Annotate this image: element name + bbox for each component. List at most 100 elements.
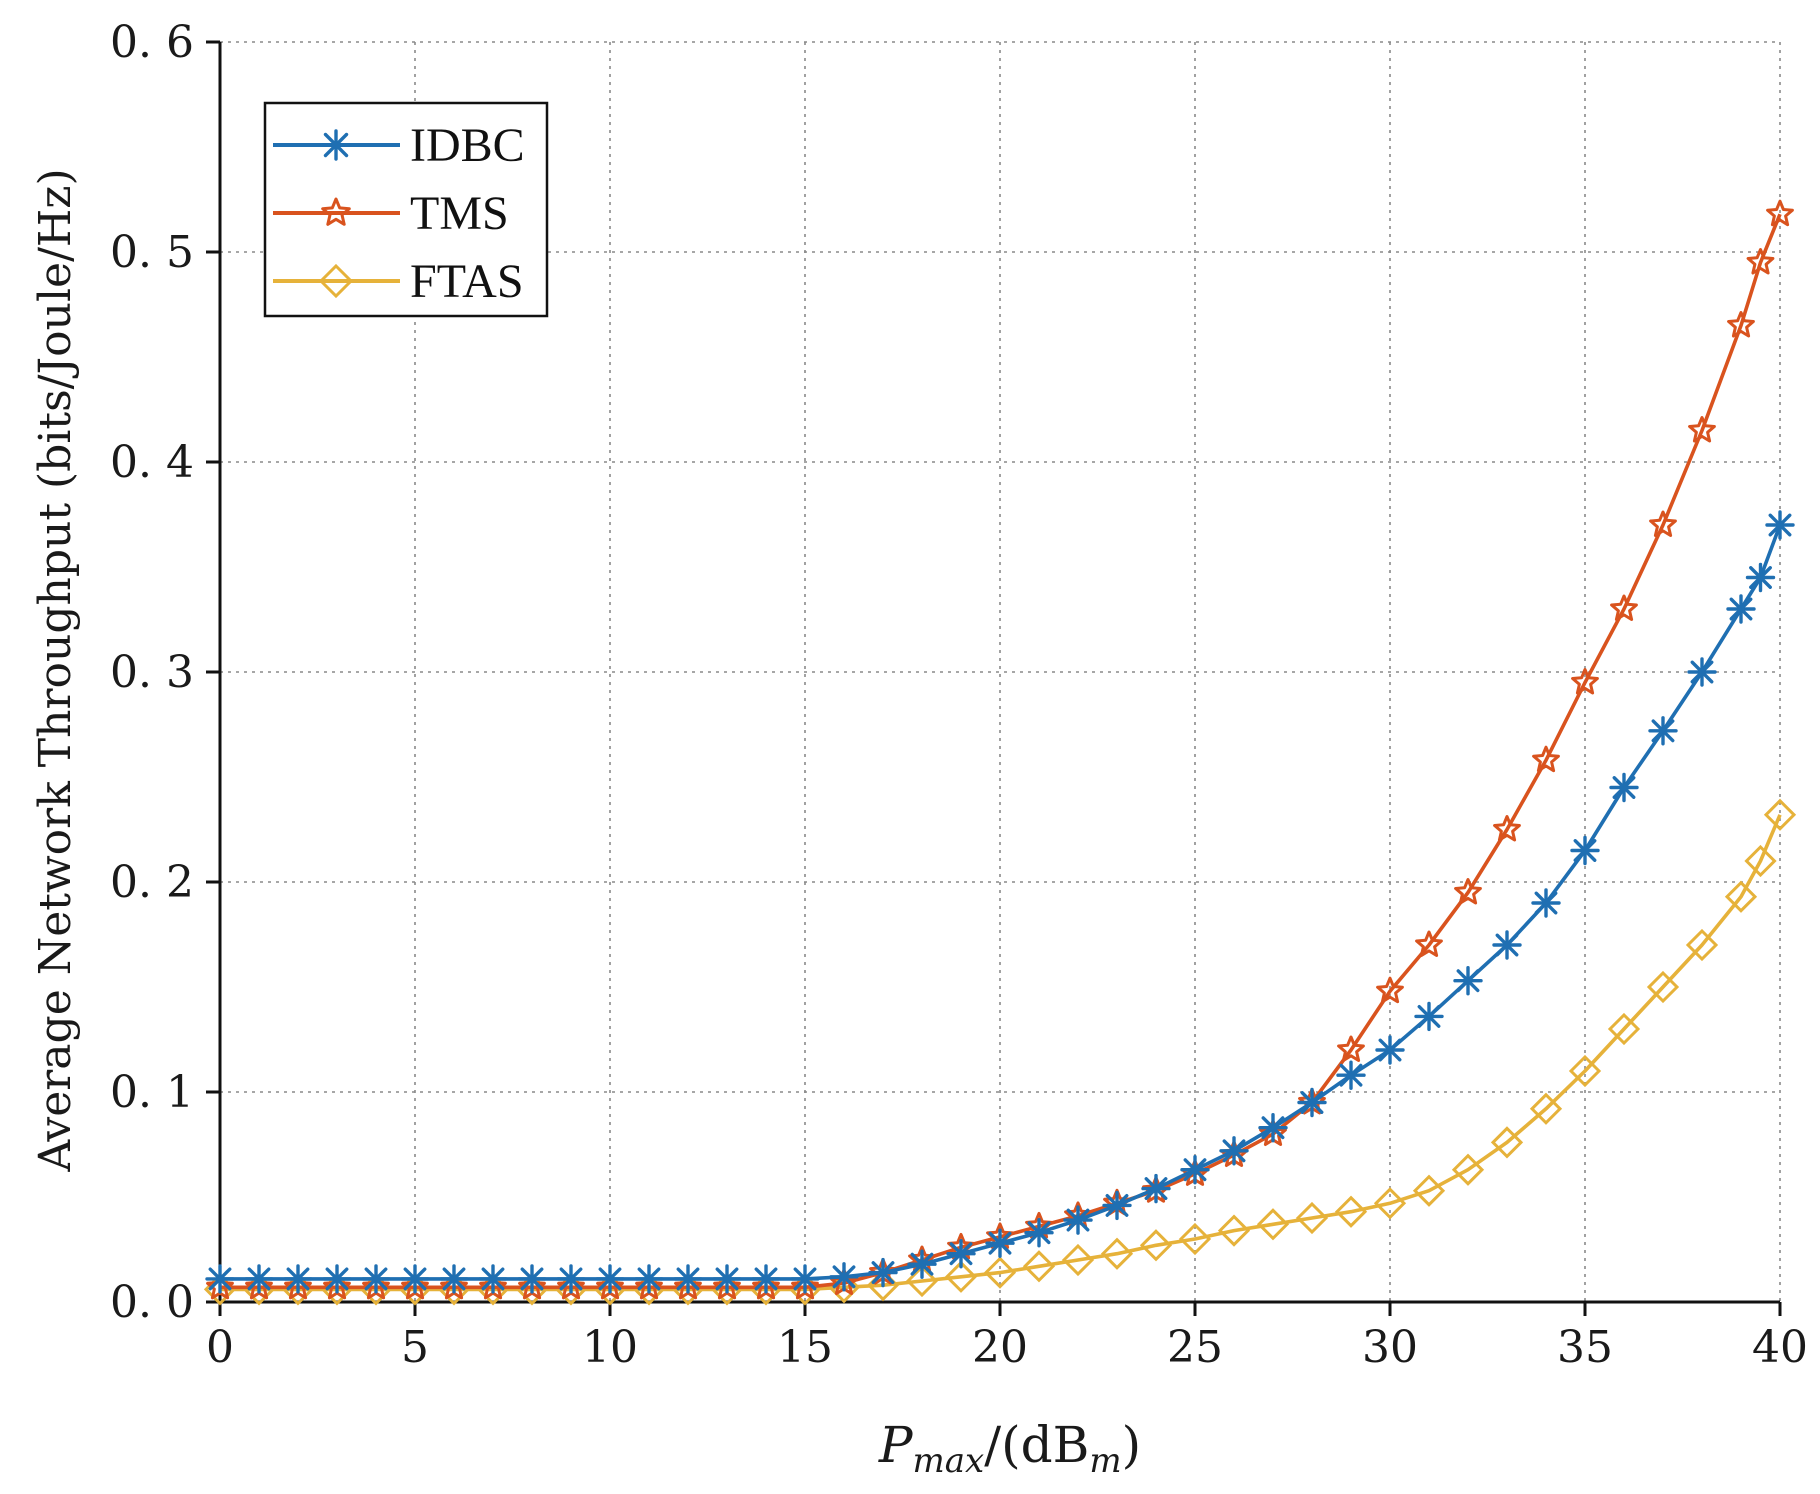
x-tick-label: 20 (972, 1322, 1028, 1373)
legend: IDBC TMS FTAS (263, 101, 549, 318)
data-point-idbc (907, 1249, 937, 1279)
data-point-ftas (1412, 1174, 1446, 1207)
data-point-tms (1688, 416, 1716, 443)
data-point-ftas (1724, 880, 1758, 913)
data-point-idbc (595, 1264, 625, 1294)
data-point-idbc (205, 1264, 235, 1294)
series-layer (203, 199, 1797, 1306)
x-axis-title-unit: /(dB (984, 1416, 1089, 1474)
data-point-idbc (712, 1264, 742, 1294)
data-point-ftas (1256, 1208, 1290, 1241)
y-tick-label: 0. 4 (110, 437, 194, 488)
data-point-ftas (1607, 1012, 1641, 1046)
data-point-idbc (478, 1264, 508, 1294)
data-point-ftas (1373, 1187, 1407, 1220)
data-point-idbc (1180, 1154, 1210, 1185)
data-point-tms (1415, 930, 1443, 957)
x-tick-label: 0 (206, 1322, 234, 1373)
y-tick-label: 0. 6 (110, 17, 194, 68)
data-point-tms (1337, 1035, 1365, 1062)
data-point-idbc (400, 1264, 430, 1294)
data-point-idbc (1687, 657, 1717, 687)
data-point-ftas (1334, 1195, 1368, 1228)
data-point-idbc (1765, 510, 1795, 540)
data-point-idbc (751, 1264, 781, 1294)
data-point-idbc (517, 1264, 547, 1294)
data-point-idbc (985, 1228, 1015, 1258)
data-point-idbc (1336, 1060, 1366, 1090)
data-point-ftas (1744, 844, 1777, 878)
data-point-idbc (1492, 930, 1522, 960)
data-point-ftas (1451, 1153, 1485, 1186)
data-point-idbc (1297, 1087, 1327, 1118)
data-point-tms (1454, 878, 1482, 905)
data-point-idbc (1453, 966, 1483, 996)
legend-marker-diamond (318, 263, 354, 299)
data-point-ftas (1646, 970, 1680, 1004)
data-point-ftas (1022, 1250, 1056, 1283)
data-point-idbc (1063, 1205, 1093, 1235)
legend-label: IDBC (410, 119, 525, 172)
data-point-tms (1610, 594, 1638, 621)
data-point-tms (1376, 976, 1404, 1004)
data-point-tms (1649, 510, 1677, 537)
data-point-ftas (944, 1260, 978, 1293)
data-point-idbc (1745, 562, 1776, 593)
data-point-ftas (1295, 1201, 1329, 1235)
data-point-idbc (1570, 835, 1600, 866)
data-point-idbc (868, 1257, 898, 1288)
data-point-tms (1766, 199, 1794, 227)
legend-label: TMS (410, 187, 509, 240)
y-axis-title: Average Network Throughput (bits/Joule/H… (30, 168, 81, 1172)
data-point-idbc (673, 1264, 703, 1294)
data-point-ftas (983, 1256, 1017, 1289)
x-tick-label: 30 (1362, 1322, 1418, 1373)
y-tick-label: 0. 2 (110, 857, 194, 908)
data-point-tms (1532, 745, 1560, 773)
x-tick-label: 40 (1752, 1322, 1808, 1373)
data-point-ftas (1490, 1126, 1524, 1159)
data-point-idbc (1102, 1190, 1132, 1221)
data-point-tms (1746, 248, 1775, 275)
x-axis-title-subscript: max (913, 1441, 985, 1481)
data-point-idbc (1609, 772, 1639, 803)
data-point-tms (1727, 311, 1755, 338)
data-point-ftas (1100, 1237, 1134, 1270)
legend-item-tms: TMS (273, 187, 509, 240)
data-point-ftas (1568, 1054, 1602, 1088)
data-point-idbc (1414, 1001, 1444, 1032)
x-tick-label: 35 (1557, 1322, 1613, 1373)
y-tick-label: 0. 5 (110, 227, 194, 278)
legend-item-ftas: FTAS (273, 255, 524, 308)
data-point-idbc (829, 1262, 859, 1292)
data-point-idbc (946, 1238, 976, 1269)
x-axis-title-close: ) (1122, 1416, 1142, 1474)
data-point-ftas (1217, 1214, 1251, 1247)
data-point-tms (1493, 815, 1521, 842)
data-point-tms (1571, 668, 1599, 695)
data-point-idbc (1219, 1136, 1249, 1166)
legend-item-idbc: IDBC (273, 119, 525, 172)
data-point-idbc (244, 1264, 274, 1294)
y-tick-label: 0. 3 (110, 647, 194, 698)
series-idbc (205, 510, 1795, 1294)
data-point-ftas (1139, 1229, 1173, 1262)
x-tick-label: 5 (401, 1322, 429, 1373)
data-point-idbc (439, 1264, 469, 1294)
data-point-idbc (1648, 716, 1678, 746)
data-point-idbc (790, 1264, 820, 1294)
data-point-idbc (361, 1264, 391, 1294)
data-point-idbc (1141, 1173, 1171, 1204)
data-point-ftas (905, 1264, 939, 1298)
legend-marker-asterisk (320, 129, 352, 161)
data-point-idbc (1024, 1217, 1054, 1248)
legend-marker-star (321, 197, 351, 226)
tick-labels: 0 5 10 15 20 25 30 35 40 0. 0 0. 1 0. 2 0. 3 0. 4 0. 5… (110, 17, 1808, 1373)
x-tick-label: 25 (1167, 1322, 1223, 1373)
data-point-idbc (556, 1264, 586, 1294)
data-point-idbc (1726, 594, 1756, 624)
data-point-idbc (1375, 1035, 1405, 1065)
data-point-idbc (322, 1264, 352, 1294)
y-tick-label: 0. 0 (110, 1277, 194, 1328)
x-axis-title: Pmax/(dBm) (878, 1416, 1141, 1481)
